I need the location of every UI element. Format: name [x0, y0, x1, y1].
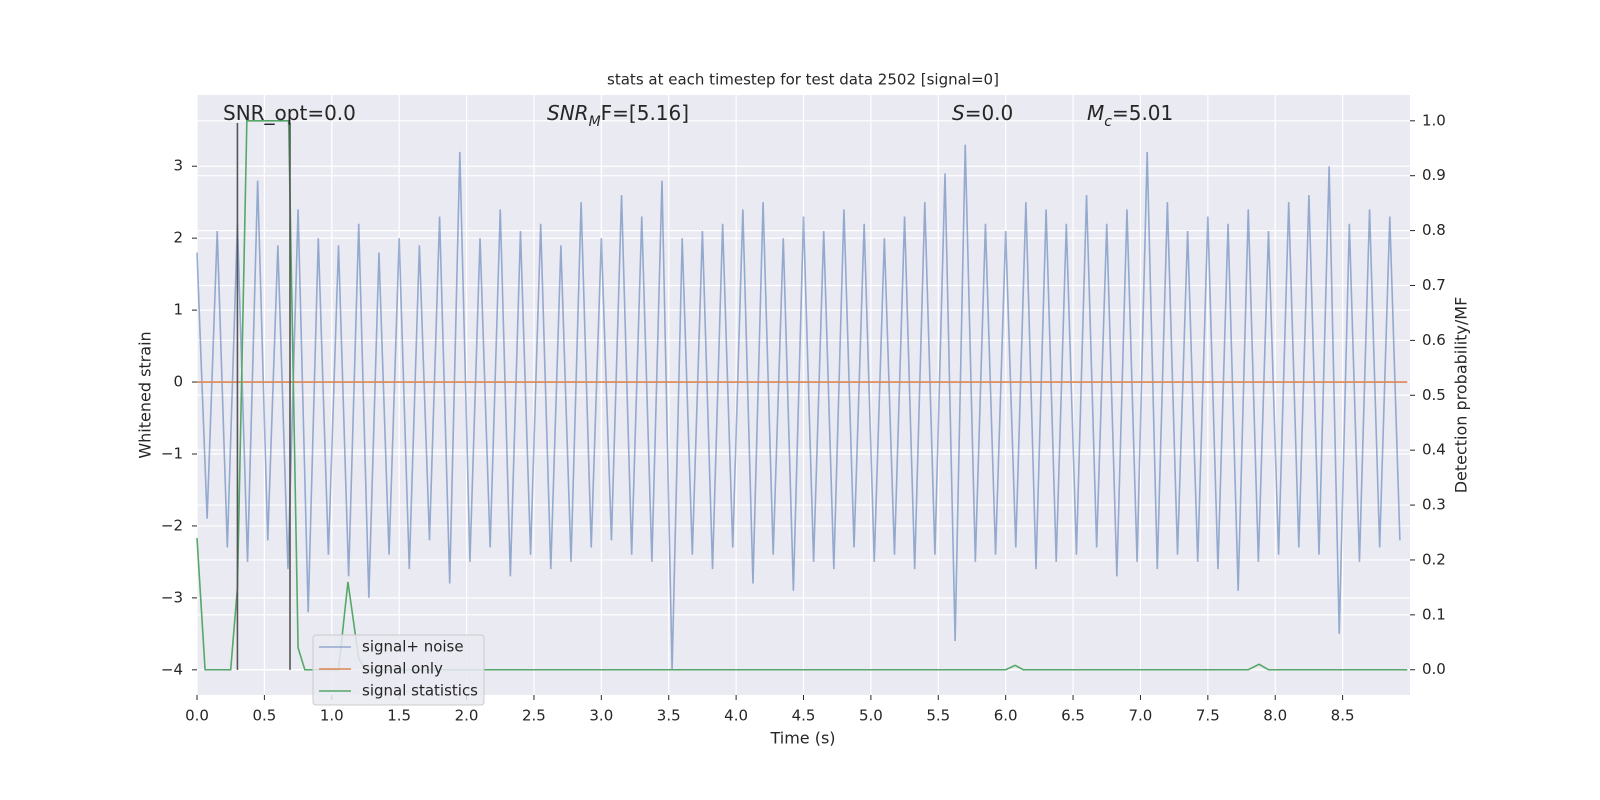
y2-axis-label: Detection probability/MF: [1452, 297, 1471, 494]
annotation: Mc=5.01: [1087, 101, 1173, 131]
y2-tick-label: 0.0: [1422, 660, 1446, 678]
legend-label: signal only: [362, 660, 443, 678]
x-tick-label: 5.5: [926, 707, 950, 725]
annotation-part: c: [1104, 114, 1112, 130]
annotation-part: F=[5.16]: [601, 101, 689, 125]
x-tick-label: 8.0: [1263, 707, 1287, 725]
y2-tick-label: 0.2: [1422, 550, 1446, 568]
y-tick-label: −1: [161, 444, 183, 462]
x-tick-label: 7.0: [1129, 707, 1153, 725]
y-tick-label: −3: [161, 588, 183, 606]
y-tick-label: 3: [173, 157, 183, 175]
annotation-part: =5.01: [1112, 101, 1173, 125]
annotation-part: S: [952, 101, 965, 125]
x-axis-label: Time (s): [769, 729, 835, 748]
x-tick-label: 0.5: [252, 707, 276, 725]
annotation: SNRMF=[5.16]: [547, 101, 689, 131]
legend-label: signal statistics: [362, 682, 478, 700]
x-tick-label: 3.5: [657, 707, 681, 725]
y-tick-label: −4: [161, 660, 183, 678]
x-tick-label: 4.5: [792, 707, 816, 725]
annotation-part: SNR_opt=0.0: [223, 101, 356, 125]
annotation-part: SNR: [547, 101, 589, 125]
x-tick-label: 1.5: [387, 707, 411, 725]
x-tick-label: 6.0: [994, 707, 1018, 725]
x-tick-label: 5.0: [859, 707, 883, 725]
y2-tick-label: 0.4: [1422, 441, 1446, 459]
y2-tick-label: 0.5: [1422, 386, 1446, 404]
x-tick-label: 8.5: [1331, 707, 1355, 725]
x-tick-label: 7.5: [1196, 707, 1220, 725]
y-tick-label: 0: [173, 373, 183, 391]
series-line: [196, 144, 1401, 670]
y2-tick-label: 0.3: [1422, 496, 1446, 514]
y-tick-label: 1: [173, 301, 183, 319]
x-tick-label: 3.0: [589, 707, 613, 725]
y2-tick-label: 0.9: [1422, 166, 1446, 184]
x-tick-label: 6.5: [1061, 707, 1085, 725]
y2-tick-label: 0.8: [1422, 221, 1446, 239]
annotation-part: =0.0: [965, 101, 1014, 125]
x-tick-label: 2.5: [522, 707, 546, 725]
y-axis-label: Whitened strain: [136, 331, 155, 458]
annotation-part: M: [589, 114, 601, 130]
chart-title: stats at each timestep for test data 250…: [607, 71, 999, 89]
x-tick-label: 4.0: [724, 707, 748, 725]
x-tick-label: 1.0: [320, 707, 344, 725]
y2-tick-label: 1.0: [1422, 111, 1446, 129]
y2-tick-label: 0.7: [1422, 276, 1446, 294]
annotation: S=0.0: [952, 101, 1013, 125]
legend-label: signal+ noise: [362, 638, 464, 656]
y2-tick-label: 0.1: [1422, 605, 1446, 623]
legend-box: [312, 634, 485, 706]
x-tick-label: 0.0: [185, 707, 209, 725]
annotation: SNR_opt=0.0: [223, 101, 356, 125]
x-tick-label: 2.0: [455, 707, 479, 725]
annotation-part: M: [1087, 101, 1104, 125]
y-tick-label: −2: [161, 516, 183, 534]
y2-tick-label: 0.6: [1422, 331, 1446, 349]
y-tick-label: 2: [173, 229, 183, 247]
